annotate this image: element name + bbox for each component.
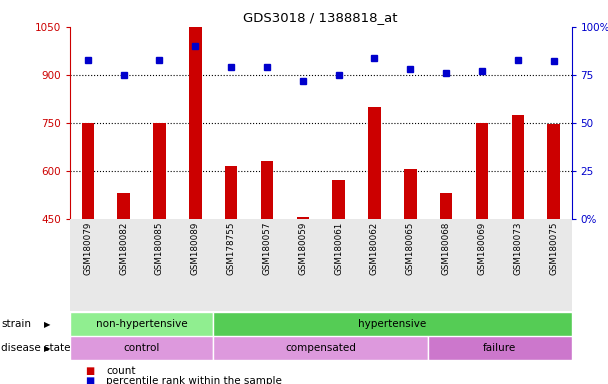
Text: GSM180059: GSM180059 <box>299 222 307 275</box>
Text: ■: ■ <box>85 366 94 376</box>
Bar <box>368 107 381 219</box>
Text: failure: failure <box>483 343 516 353</box>
Text: control: control <box>123 343 160 353</box>
Bar <box>81 123 94 219</box>
Text: GSM180069: GSM180069 <box>477 222 486 275</box>
Bar <box>70 336 213 360</box>
Text: ▶: ▶ <box>44 319 50 329</box>
Bar <box>511 115 524 219</box>
Text: GSM180065: GSM180065 <box>406 222 415 275</box>
Bar <box>440 193 452 219</box>
Bar <box>153 123 166 219</box>
Bar <box>213 312 572 336</box>
Text: GSM180089: GSM180089 <box>191 222 200 275</box>
Bar <box>547 124 560 219</box>
Bar <box>213 336 428 360</box>
Text: GSM180085: GSM180085 <box>155 222 164 275</box>
Text: GSM180075: GSM180075 <box>549 222 558 275</box>
Bar <box>297 217 309 219</box>
Text: GSM180061: GSM180061 <box>334 222 343 275</box>
Bar <box>475 123 488 219</box>
Bar <box>117 193 130 219</box>
Text: ▶: ▶ <box>44 344 50 353</box>
Bar <box>189 27 202 219</box>
Bar <box>70 312 213 336</box>
Bar <box>333 180 345 219</box>
Text: count: count <box>106 366 136 376</box>
Bar <box>404 169 416 219</box>
Text: GSM180079: GSM180079 <box>83 222 92 275</box>
Bar <box>225 166 237 219</box>
Text: compensated: compensated <box>285 343 356 353</box>
Text: percentile rank within the sample: percentile rank within the sample <box>106 376 282 384</box>
Bar <box>261 161 273 219</box>
Text: GSM180057: GSM180057 <box>263 222 272 275</box>
Text: GSM180082: GSM180082 <box>119 222 128 275</box>
Title: GDS3018 / 1388818_at: GDS3018 / 1388818_at <box>243 11 398 24</box>
Text: GSM178755: GSM178755 <box>227 222 236 275</box>
Text: strain: strain <box>1 319 31 329</box>
Text: GSM180068: GSM180068 <box>441 222 451 275</box>
Text: GSM180062: GSM180062 <box>370 222 379 275</box>
Bar <box>428 336 572 360</box>
Text: GSM180073: GSM180073 <box>513 222 522 275</box>
Text: ■: ■ <box>85 376 94 384</box>
Text: hypertensive: hypertensive <box>358 319 426 329</box>
Text: disease state: disease state <box>1 343 71 353</box>
Text: non-hypertensive: non-hypertensive <box>96 319 187 329</box>
